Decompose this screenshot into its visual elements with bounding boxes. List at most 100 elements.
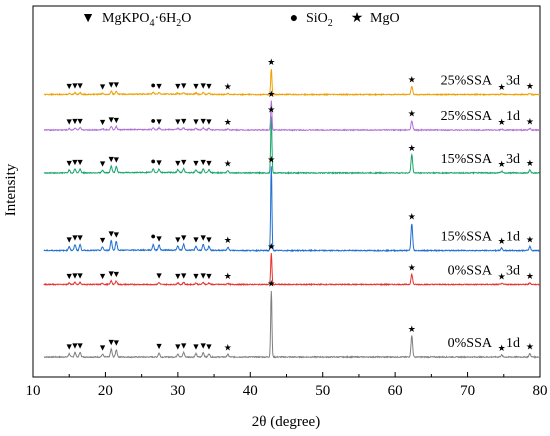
x-tick-label: 40 <box>243 383 258 399</box>
peak-marker: ▼ <box>179 157 188 167</box>
peak-marker: ● <box>151 80 156 90</box>
peak-marker: ▼ <box>107 79 116 89</box>
peak-marker: ★ <box>526 271 534 281</box>
x-axis: 10 20 30 40 50 60 70 80 <box>26 372 548 399</box>
x-tick-label: 70 <box>460 383 475 399</box>
peak-marker: ▼ <box>205 234 214 244</box>
peak-marker: ▼ <box>112 155 121 165</box>
series-age-label: 3d <box>506 74 520 89</box>
peak-marker: ▼ <box>199 270 208 280</box>
plot-frame <box>32 5 541 378</box>
series-age-label: 1d <box>506 336 520 351</box>
peak-marker: ▼ <box>65 271 74 281</box>
peak-marker: ▼ <box>179 270 188 280</box>
peak-marker: ▼ <box>192 158 201 168</box>
peak-marker: ▼ <box>199 157 208 167</box>
peak-marker: ▼ <box>98 117 107 127</box>
peak-marker: ▼ <box>179 116 188 126</box>
peak-marker: ▼ <box>112 338 121 348</box>
x-tick-label: 80 <box>533 383 548 399</box>
peak-marker: ▼ <box>205 158 214 168</box>
peak-marker: ▼ <box>71 81 80 91</box>
peak-marker: ★ <box>267 104 275 114</box>
series-label: 15%SSA <box>441 230 493 245</box>
y-axis-title: Intensity <box>3 163 19 216</box>
peak-marker: ★ <box>224 82 232 92</box>
series-label: 15%SSA <box>441 152 493 167</box>
legend-symbol-mkp: ▼ <box>81 11 95 26</box>
peak-marker: ▼ <box>155 271 164 281</box>
peak-marker: ▼ <box>192 81 201 91</box>
series-label: 0%SSA <box>448 336 493 351</box>
series-age-label: 3d <box>506 152 520 167</box>
peak-marker: ▼ <box>173 81 182 91</box>
legend-label-sio2: SiO2 <box>306 11 333 29</box>
series-label: 25%SSA <box>441 74 493 89</box>
peak-marker: ★ <box>526 342 534 352</box>
peak-marker: ▼ <box>155 341 164 351</box>
series-line <box>43 69 541 97</box>
peak-marker: ★ <box>498 272 506 282</box>
peak-marker: ▼ <box>112 229 121 239</box>
peak-marker: ▼ <box>107 154 116 164</box>
peak-marker: ▼ <box>65 81 74 91</box>
peak-marker: ▼ <box>98 342 107 352</box>
peak-marker: ★ <box>267 155 275 165</box>
x-tick-label: 60 <box>388 383 403 399</box>
peak-marker: ★ <box>224 271 232 281</box>
series-line <box>43 290 541 359</box>
peak-marker: ▼ <box>192 271 201 281</box>
peak-marker: ● <box>151 115 156 125</box>
peak-marker: ★ <box>224 342 232 352</box>
peak-marker: ▼ <box>65 342 74 352</box>
x-tick-label: 30 <box>170 383 185 399</box>
legend-label-mgo: MgO <box>370 11 400 26</box>
peak-marker: ★ <box>267 241 275 251</box>
peak-marker: ▼ <box>173 342 182 352</box>
peak-marker: ▼ <box>205 81 214 91</box>
peak-marker: ★ <box>224 117 232 127</box>
peak-marker: ▼ <box>179 81 188 91</box>
series-line <box>43 253 541 287</box>
peak-marker: ▼ <box>112 80 121 90</box>
peak-marker: ▼ <box>199 233 208 243</box>
peak-marker: ▼ <box>192 234 201 244</box>
peak-marker: ★ <box>498 159 506 169</box>
x-tick-label: 50 <box>315 383 330 399</box>
peak-marker: ▼ <box>199 116 208 126</box>
peak-marker: ★ <box>498 236 506 246</box>
peak-marker: ▼ <box>155 81 164 91</box>
legend-symbol-sio2: ● <box>290 11 298 26</box>
x-tick-label: 10 <box>26 383 41 399</box>
peak-marker: ★ <box>408 212 416 222</box>
peak-marker: ★ <box>498 117 506 127</box>
peak-marker: ▼ <box>155 158 164 168</box>
peak-marker: ▼ <box>65 234 74 244</box>
peak-marker: ★ <box>498 343 506 353</box>
peak-marker: ▼ <box>199 340 208 350</box>
series-age-label: 3d <box>506 263 520 278</box>
peak-marker: ▼ <box>98 82 107 92</box>
peak-marker: ▼ <box>173 271 182 281</box>
peak-marker: ▼ <box>205 117 214 127</box>
peak-marker: ▼ <box>192 342 201 352</box>
peak-marker: ▼ <box>76 116 85 126</box>
peak-marker: ▼ <box>155 233 164 243</box>
peak-marker: ● <box>151 156 156 166</box>
peak-marker: ★ <box>526 158 534 168</box>
peak-marker: ▼ <box>98 235 107 245</box>
peak-marker: ▼ <box>155 116 164 126</box>
legend-symbol-mgo: ★ <box>351 11 364 26</box>
peak-marker: ▼ <box>76 157 85 167</box>
peak-marker: ▼ <box>98 159 107 169</box>
peak-marker: ★ <box>408 74 416 84</box>
series-labels: 0%SSA 1d 0%SSA 3d 15%SSA 1d 15%SSA 3d 25%SSA 1d 25… <box>441 74 520 351</box>
peak-marker: ▼ <box>199 81 208 91</box>
peak-marker: ★ <box>267 57 275 67</box>
peak-marker: ▼ <box>173 117 182 127</box>
peak-marker: ▼ <box>179 340 188 350</box>
series-age-label: 1d <box>506 230 520 245</box>
peak-marker: ★ <box>267 279 275 289</box>
series-label: 0%SSA <box>448 263 493 278</box>
